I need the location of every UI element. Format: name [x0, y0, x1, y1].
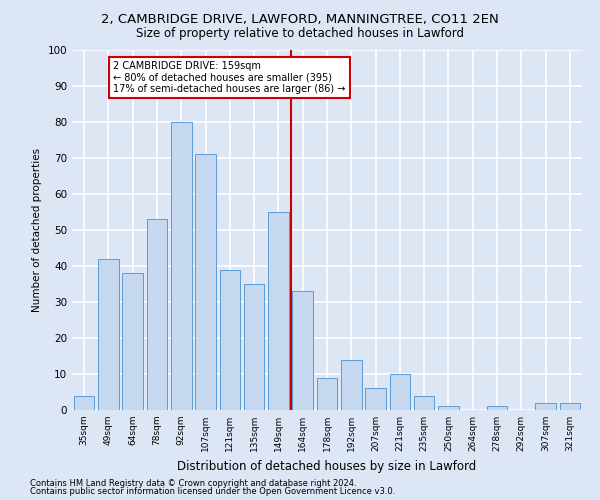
Bar: [438, 406, 459, 410]
Bar: [317, 378, 337, 410]
Text: Size of property relative to detached houses in Lawford: Size of property relative to detached ho…: [136, 28, 464, 40]
Bar: [268, 212, 289, 410]
Bar: [487, 406, 508, 410]
X-axis label: Distribution of detached houses by size in Lawford: Distribution of detached houses by size …: [178, 460, 476, 472]
Bar: [389, 374, 410, 410]
Bar: [244, 284, 265, 410]
Bar: [292, 291, 313, 410]
Bar: [220, 270, 240, 410]
Bar: [74, 396, 94, 410]
Bar: [414, 396, 434, 410]
Bar: [365, 388, 386, 410]
Bar: [341, 360, 362, 410]
Y-axis label: Number of detached properties: Number of detached properties: [32, 148, 42, 312]
Text: Contains HM Land Registry data © Crown copyright and database right 2024.: Contains HM Land Registry data © Crown c…: [30, 478, 356, 488]
Bar: [195, 154, 216, 410]
Bar: [146, 219, 167, 410]
Bar: [171, 122, 191, 410]
Text: Contains public sector information licensed under the Open Government Licence v3: Contains public sector information licen…: [30, 487, 395, 496]
Bar: [535, 403, 556, 410]
Bar: [122, 273, 143, 410]
Bar: [560, 403, 580, 410]
Text: 2, CAMBRIDGE DRIVE, LAWFORD, MANNINGTREE, CO11 2EN: 2, CAMBRIDGE DRIVE, LAWFORD, MANNINGTREE…: [101, 12, 499, 26]
Text: 2 CAMBRIDGE DRIVE: 159sqm
← 80% of detached houses are smaller (395)
17% of semi: 2 CAMBRIDGE DRIVE: 159sqm ← 80% of detac…: [113, 61, 346, 94]
Bar: [98, 259, 119, 410]
